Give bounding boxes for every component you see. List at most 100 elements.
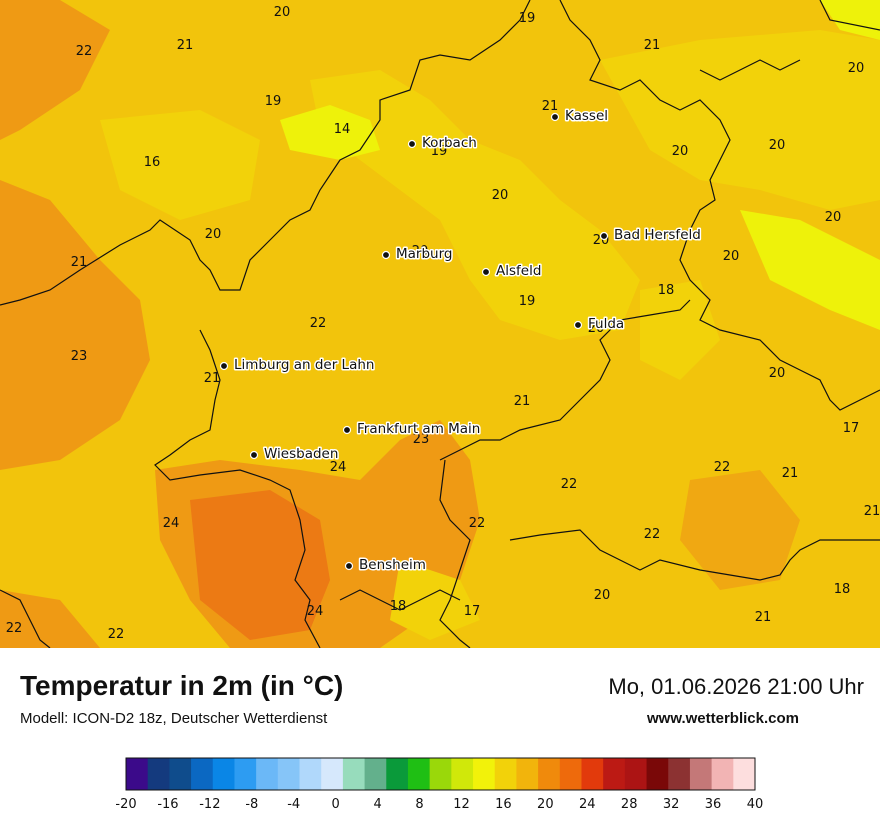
- temperature-value: 20: [412, 244, 429, 259]
- legend-canvas: -20 -16 -12 -8 -4 0 4 8 12 16 20 24 28 32 36 40: [115, 757, 763, 812]
- city-dot: [249, 450, 259, 460]
- legend-tick-label: -8: [245, 797, 258, 812]
- legend-color-box: [407, 758, 431, 790]
- temperature-value: 24: [163, 516, 180, 531]
- city-marker: Limburg an der Lahn: [219, 356, 376, 375]
- city-label: Limburg an der Lahn: [234, 357, 374, 373]
- temperature-value: 21: [177, 38, 194, 53]
- legend-color-box: [191, 758, 214, 790]
- temperature-values: 20 19 22 21 21 20 19 21 14 19 20 20 16 20 20 20 20 20 20 21…: [6, 5, 880, 642]
- temperature-value: 23: [71, 349, 88, 364]
- city-dot: [381, 250, 391, 260]
- temperature-value: 24: [330, 460, 347, 475]
- temperature-value: 20: [825, 210, 842, 225]
- legend-tick-label: 36: [705, 797, 722, 812]
- legend-tick-label: 32: [663, 797, 680, 812]
- legend-tick-label: 40: [747, 797, 764, 812]
- temperature-value: 18: [390, 599, 407, 614]
- temperature-value: 20: [769, 366, 786, 381]
- legend-color-box: [256, 758, 279, 790]
- legend-color-box: [516, 758, 539, 790]
- legend-tick-label: -4: [287, 797, 300, 812]
- city-label: Wiesbaden: [264, 446, 338, 462]
- city-marker: Korbach: [407, 134, 478, 153]
- city-dot: [344, 561, 354, 571]
- temperature-value: 20: [848, 61, 865, 76]
- legend-tick-label: -20: [115, 797, 136, 812]
- legend-frame: [125, 757, 756, 791]
- legend-color-box: [581, 758, 604, 790]
- temperature-value: 21: [782, 466, 799, 481]
- legend-color-box: [538, 758, 561, 790]
- city-dot: [481, 267, 491, 277]
- website-link[interactable]: www.wetterblick.com: [647, 710, 799, 727]
- temperature-value: 21: [71, 255, 88, 270]
- legend-color-box: [689, 758, 713, 790]
- temperature-value: 21: [755, 610, 772, 625]
- temperature-value: 17: [843, 421, 860, 436]
- temperature-value: 19: [431, 144, 448, 159]
- legend-color-box: [277, 758, 301, 790]
- temperature-field: [0, 0, 880, 648]
- temperature-value: 20: [274, 5, 291, 20]
- temperature-value: 21: [514, 394, 531, 409]
- legend-tick-labels: -20 -16 -12 -8 -4 0 4 8 12 16 20 24 28 32 36 40: [115, 797, 763, 812]
- temperature-value: 20: [205, 227, 222, 242]
- temperature-value: 16: [144, 155, 161, 170]
- legend-color-box: [126, 758, 149, 790]
- city-dot: [573, 320, 583, 330]
- temperature-value: 22: [76, 44, 93, 59]
- temperature-value: 21: [204, 371, 221, 386]
- legend-color-box: [321, 758, 344, 790]
- model-info: Modell: ICON-D2 18z, Deutscher Wetterdie…: [20, 710, 328, 727]
- city-label: Kassel: [565, 108, 608, 124]
- city-marker: Wiesbaden: [249, 445, 340, 464]
- legend-color-box: [364, 758, 387, 790]
- legend-color-box: [386, 758, 409, 790]
- temperature-value: 21: [542, 99, 559, 114]
- legend-color-box: [711, 758, 734, 790]
- city-marker: Kassel: [550, 107, 610, 126]
- legend-tick-label: 24: [579, 797, 596, 812]
- temperature-value: 22: [561, 477, 578, 492]
- legend-color-box: [559, 758, 582, 790]
- temperature-value: 20: [723, 249, 740, 264]
- legend-color-box: [473, 758, 496, 790]
- city-dot: [407, 139, 417, 149]
- city-dot: [550, 112, 560, 122]
- legend-color-box: [646, 758, 669, 790]
- city-label: Marburg: [396, 246, 452, 262]
- legend-color-box: [299, 758, 322, 790]
- temperature-value: 22: [310, 316, 327, 331]
- temperature-value: 20: [594, 588, 611, 603]
- temperature-map: 20 19 22 21 21 20 19 21 14 19 20 20 16 20 20 20 20 20 20 21…: [0, 0, 880, 648]
- color-legend: -20 -16 -12 -8 -4 0 4 8 12 16 20 24 28 32 36 40: [0, 756, 880, 816]
- legend-color-box: [494, 758, 517, 790]
- city-marker: Bad Hersfeld: [599, 226, 702, 245]
- legend-tick-label: -16: [157, 797, 178, 812]
- legend-tick-label: 16: [495, 797, 512, 812]
- legend-color-box: [603, 758, 626, 790]
- temperature-value: 20: [769, 138, 786, 153]
- city-label: Fulda: [588, 316, 624, 332]
- temperature-value: 24: [307, 604, 324, 619]
- legend-color-boxes: [125, 757, 756, 791]
- city-marker: Fulda: [573, 315, 626, 334]
- temperature-value: 19: [265, 94, 282, 109]
- legend-tick-label: 0: [332, 797, 340, 812]
- temperature-value: 17: [464, 604, 481, 619]
- city-marker: Frankfurt am Main: [342, 420, 482, 439]
- city-dot: [342, 425, 352, 435]
- temperature-value: 23: [413, 432, 430, 447]
- city-label: Alsfeld: [496, 263, 541, 279]
- temperature-value: 22: [644, 527, 661, 542]
- legend-tick-label: -12: [199, 797, 220, 812]
- temperature-value: 22: [714, 460, 731, 475]
- map-canvas: 20 19 22 21 21 20 19 21 14 19 20 20 16 20 20 20 20 20 20 21…: [0, 0, 880, 648]
- city-marker: Alsfeld: [481, 262, 543, 281]
- temperature-value: 22: [6, 621, 23, 636]
- temperature-value: 14: [334, 122, 351, 137]
- temperature-value: 20: [492, 188, 509, 203]
- temperature-value: 19: [519, 294, 536, 309]
- temperature-value: 22: [108, 627, 125, 642]
